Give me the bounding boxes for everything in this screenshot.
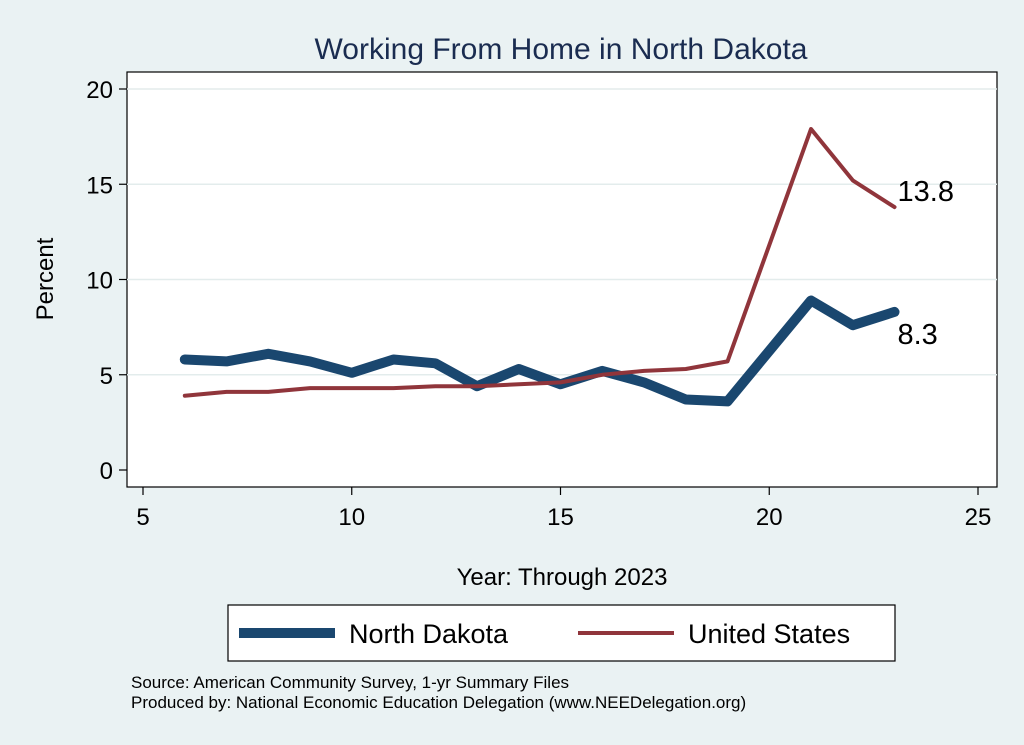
- series-line-united-states: [182, 127, 897, 398]
- y-tick-label: 15: [86, 172, 113, 199]
- y-tick-label: 0: [100, 458, 113, 485]
- y-tick-label: 20: [86, 77, 113, 104]
- chart-title: Working From Home in North Dakota: [315, 33, 808, 66]
- end-label-north-dakota: 8.3: [898, 319, 938, 351]
- series-line-north-dakota: [179, 295, 900, 407]
- end-label-united-states: 13.8: [898, 176, 954, 208]
- x-tick-label: 15: [547, 504, 574, 531]
- x-tick-label: 25: [965, 504, 992, 531]
- y-tick-label: 5: [100, 363, 113, 390]
- source-note: Source: American Community Survey, 1-yr …: [131, 673, 569, 692]
- gridlines: [127, 88, 997, 376]
- legend-box: [227, 604, 896, 662]
- legend: North Dakota United States: [227, 604, 896, 662]
- x-tick-label: 5: [136, 504, 149, 531]
- legend-label-north-dakota: North Dakota: [349, 619, 509, 649]
- produced-by-note: Produced by: National Economic Education…: [131, 693, 746, 712]
- y-axis-label: Percent: [32, 237, 59, 320]
- legend-label-united-states: United States: [688, 619, 850, 649]
- series-lines: [179, 127, 900, 407]
- x-tick-label: 20: [756, 504, 783, 531]
- end-labels: 8.3 13.8: [898, 176, 954, 351]
- y-tick-label: 10: [86, 268, 113, 295]
- x-tick-label: 10: [338, 504, 365, 531]
- x-axis-label: Year: Through 2023: [457, 564, 668, 591]
